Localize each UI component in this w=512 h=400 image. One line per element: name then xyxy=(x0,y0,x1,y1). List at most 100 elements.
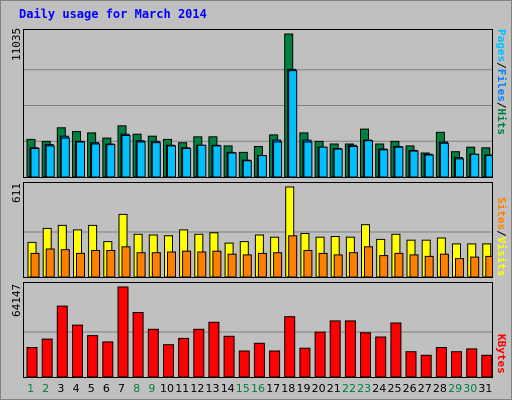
bar-pages-day-10 xyxy=(167,145,176,177)
bar-sites-day-29 xyxy=(455,258,464,277)
bar-kbytes-day-11 xyxy=(178,337,190,377)
legend-hits: Hits xyxy=(495,108,508,136)
x-tick-label-day-14: 14 xyxy=(220,382,235,395)
x-tick-label-day-18: 18 xyxy=(281,382,296,395)
bar-kbytes-day-22 xyxy=(344,320,356,377)
bar-kbytes-day-13 xyxy=(208,321,220,377)
hits-files-pages-plot xyxy=(24,33,492,177)
legend-pages: Pages xyxy=(495,29,508,63)
bar-sites-day-12 xyxy=(197,251,207,277)
bar-sites-day-18 xyxy=(288,235,298,277)
bar-pages-day-15 xyxy=(242,160,252,177)
bar-kbytes-day-6 xyxy=(102,341,114,377)
bar-pages-day-12 xyxy=(197,144,207,177)
bar-kbytes-day-17 xyxy=(269,350,281,377)
bar-pages-day-4 xyxy=(76,141,85,177)
x-tick-label-day-8: 8 xyxy=(133,382,141,395)
bar-sites-day-25 xyxy=(394,252,404,277)
bar-kbytes-day-16 xyxy=(253,342,265,377)
bar-kbytes-day-5 xyxy=(87,335,99,377)
bar-sites-day-20 xyxy=(318,252,328,277)
x-tick-label-day-3: 3 xyxy=(57,382,65,395)
bar-sites-day-23 xyxy=(364,246,373,277)
bar-pages-day-23 xyxy=(364,140,373,177)
bar-kbytes-day-19 xyxy=(299,347,311,377)
legend-files: Files xyxy=(495,68,508,102)
bar-kbytes-day-31 xyxy=(481,354,492,377)
bar-kbytes-day-14 xyxy=(223,335,235,377)
legend-separator: / xyxy=(495,101,508,109)
visits-sites-panel xyxy=(23,182,493,278)
bar-sites-day-10 xyxy=(167,251,176,277)
bar-kbytes-day-2 xyxy=(41,338,53,377)
visits-legend: Sites/Visits xyxy=(495,197,508,277)
bar-kbytes-day-9 xyxy=(147,328,159,377)
bar-pages-day-30 xyxy=(470,153,480,177)
bar-kbytes-day-12 xyxy=(193,328,205,377)
bar-sites-day-3 xyxy=(60,249,70,277)
bar-pages-day-6 xyxy=(106,144,116,177)
bar-sites-day-19 xyxy=(303,250,313,277)
bar-pages-day-11 xyxy=(182,148,192,177)
bar-kbytes-day-26 xyxy=(405,351,417,377)
x-tick-label-day-7: 7 xyxy=(118,382,125,395)
bar-kbytes-day-30 xyxy=(466,348,478,377)
bar-sites-day-14 xyxy=(227,253,237,277)
x-axis-day-labels: 1 2 3 4 5 6 7 8 9 10 11 12 13 14 15 16 17 18 19 20 21 22 23 24 2… xyxy=(23,382,493,396)
x-tick-label-day-26: 26 xyxy=(402,382,417,395)
bar-pages-day-24 xyxy=(379,149,389,177)
chart-title: Daily usage for March 2014 xyxy=(19,7,207,21)
bar-sites-day-1 xyxy=(30,252,40,277)
bar-pages-day-1 xyxy=(30,148,40,177)
bar-sites-day-21 xyxy=(333,254,343,277)
x-tick-label-day-6: 6 xyxy=(102,382,110,395)
legend-separator: / xyxy=(495,230,508,237)
x-tick-label-day-12: 12 xyxy=(190,382,205,395)
x-tick-label-day-22: 22 xyxy=(342,382,356,395)
bar-kbytes-day-10 xyxy=(163,344,174,377)
bar-sites-day-2 xyxy=(45,248,55,277)
hits-files-pages-panel xyxy=(23,29,493,178)
bar-visits-day-18 xyxy=(285,186,295,277)
kbytes-plot xyxy=(24,286,492,377)
bar-pages-day-26 xyxy=(409,150,419,177)
x-tick-label-day-1: 1 xyxy=(27,382,35,395)
x-tick-label-day-4: 4 xyxy=(72,382,80,395)
x-tick-label-day-11: 11 xyxy=(175,382,190,395)
x-tick-label-day-27: 27 xyxy=(417,382,432,395)
bar-pages-day-17 xyxy=(273,141,283,177)
kbytes-legend: KBytes xyxy=(495,334,508,374)
x-tick-label-day-25: 25 xyxy=(387,382,402,395)
bar-sites-day-6 xyxy=(106,250,116,277)
bar-pages-day-29 xyxy=(455,158,464,177)
bar-kbytes-day-28 xyxy=(435,347,447,377)
bar-sites-day-30 xyxy=(470,256,480,277)
x-tick-label-day-21: 21 xyxy=(326,382,341,395)
x-tick-label-day-19: 19 xyxy=(296,382,311,395)
x-tick-label-day-20: 20 xyxy=(311,382,326,395)
bar-kbytes-day-25 xyxy=(390,322,402,377)
x-tick-label-day-13: 13 xyxy=(205,382,220,395)
x-tick-label-day-2: 2 xyxy=(42,382,50,395)
bar-sites-day-8 xyxy=(136,252,146,277)
bar-sites-day-27 xyxy=(424,255,434,277)
bar-pages-day-5 xyxy=(91,143,101,177)
bar-pages-day-16 xyxy=(257,155,267,177)
bar-pages-day-9 xyxy=(151,142,161,177)
bar-sites-day-11 xyxy=(182,250,192,277)
x-tick-label-day-17: 17 xyxy=(266,382,281,395)
bar-pages-day-14 xyxy=(227,152,237,177)
bar-kbytes-day-21 xyxy=(329,320,341,377)
bar-sites-day-28 xyxy=(439,253,449,277)
bar-kbytes-day-3 xyxy=(56,305,68,377)
x-tick-label-day-23: 23 xyxy=(357,382,372,395)
bar-pages-day-27 xyxy=(424,154,434,177)
legend-kbytes: KBytes xyxy=(495,334,508,374)
bar-pages-day-28 xyxy=(439,142,449,177)
bar-kbytes-day-15 xyxy=(238,350,250,377)
x-tick-label-day-10: 10 xyxy=(160,382,174,395)
bar-sites-day-22 xyxy=(348,252,358,277)
bar-pages-day-20 xyxy=(318,146,328,177)
bar-sites-day-26 xyxy=(409,254,419,277)
